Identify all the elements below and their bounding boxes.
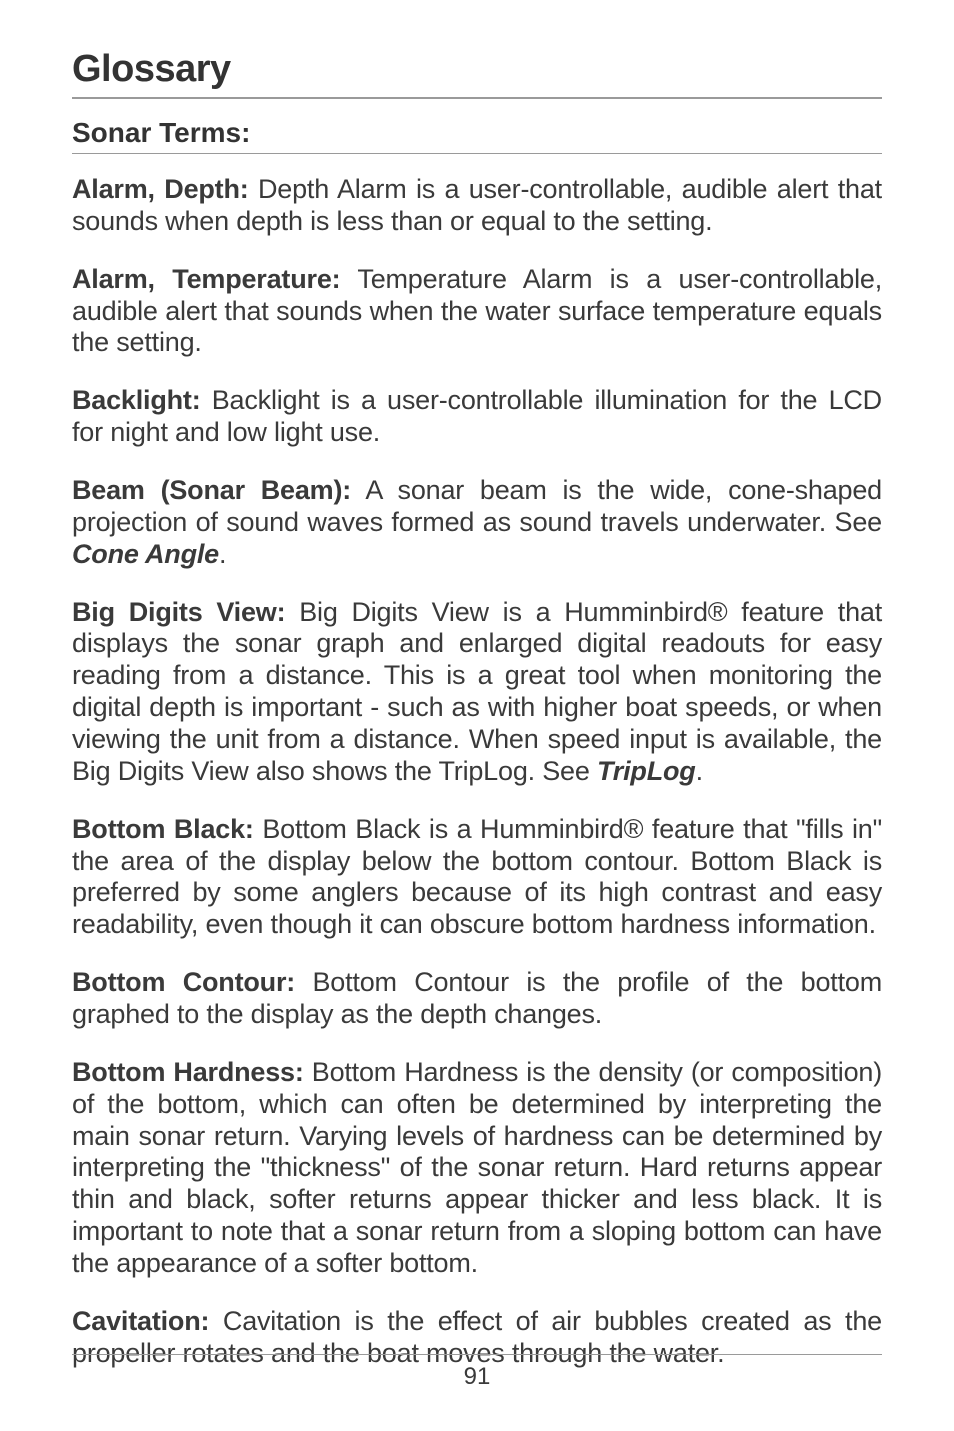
term-label: Bottom Black:: [72, 814, 254, 844]
term-label: Alarm, Temperature:: [72, 264, 340, 294]
glossary-entry: Backlight: Backlight is a user-controlla…: [72, 385, 882, 449]
term-definition: Bottom Hardness is the density (or compo…: [72, 1057, 882, 1278]
glossary-entry: Bottom Black: Bottom Black is a Humminbi…: [72, 814, 882, 941]
term-label: Cavitation:: [72, 1306, 209, 1336]
glossary-entry: Alarm, Depth: Depth Alarm is a user-cont…: [72, 174, 882, 238]
term-tail: .: [219, 539, 226, 569]
term-crossref: Cone Angle: [72, 539, 219, 569]
term-label: Backlight:: [72, 385, 201, 415]
glossary-entry: Big Digits View: Big Digits View is a Hu…: [72, 597, 882, 788]
page-number: 91: [464, 1363, 491, 1390]
term-label: Bottom Contour:: [72, 967, 295, 997]
glossary-entry: Bottom Contour: Bottom Contour is the pr…: [72, 967, 882, 1031]
term-crossref: TripLog: [597, 756, 696, 786]
section-subheading: Sonar Terms:: [72, 117, 882, 154]
page-footer: 91: [72, 1354, 882, 1391]
term-label: Alarm, Depth:: [72, 174, 249, 204]
glossary-entry: Alarm, Temperature: Temperature Alarm is…: [72, 264, 882, 360]
glossary-entry: Beam (Sonar Beam): A sonar beam is the w…: [72, 475, 882, 571]
glossary-page: Glossary Sonar Terms: Alarm, Depth: Dept…: [0, 0, 954, 1431]
term-label: Big Digits View:: [72, 597, 285, 627]
term-tail: .: [696, 756, 703, 786]
term-label: Beam (Sonar Beam):: [72, 475, 351, 505]
glossary-entry: Bottom Hardness: Bottom Hardness is the …: [72, 1057, 882, 1280]
term-label: Bottom Hardness:: [72, 1057, 304, 1087]
page-title: Glossary: [72, 48, 882, 99]
